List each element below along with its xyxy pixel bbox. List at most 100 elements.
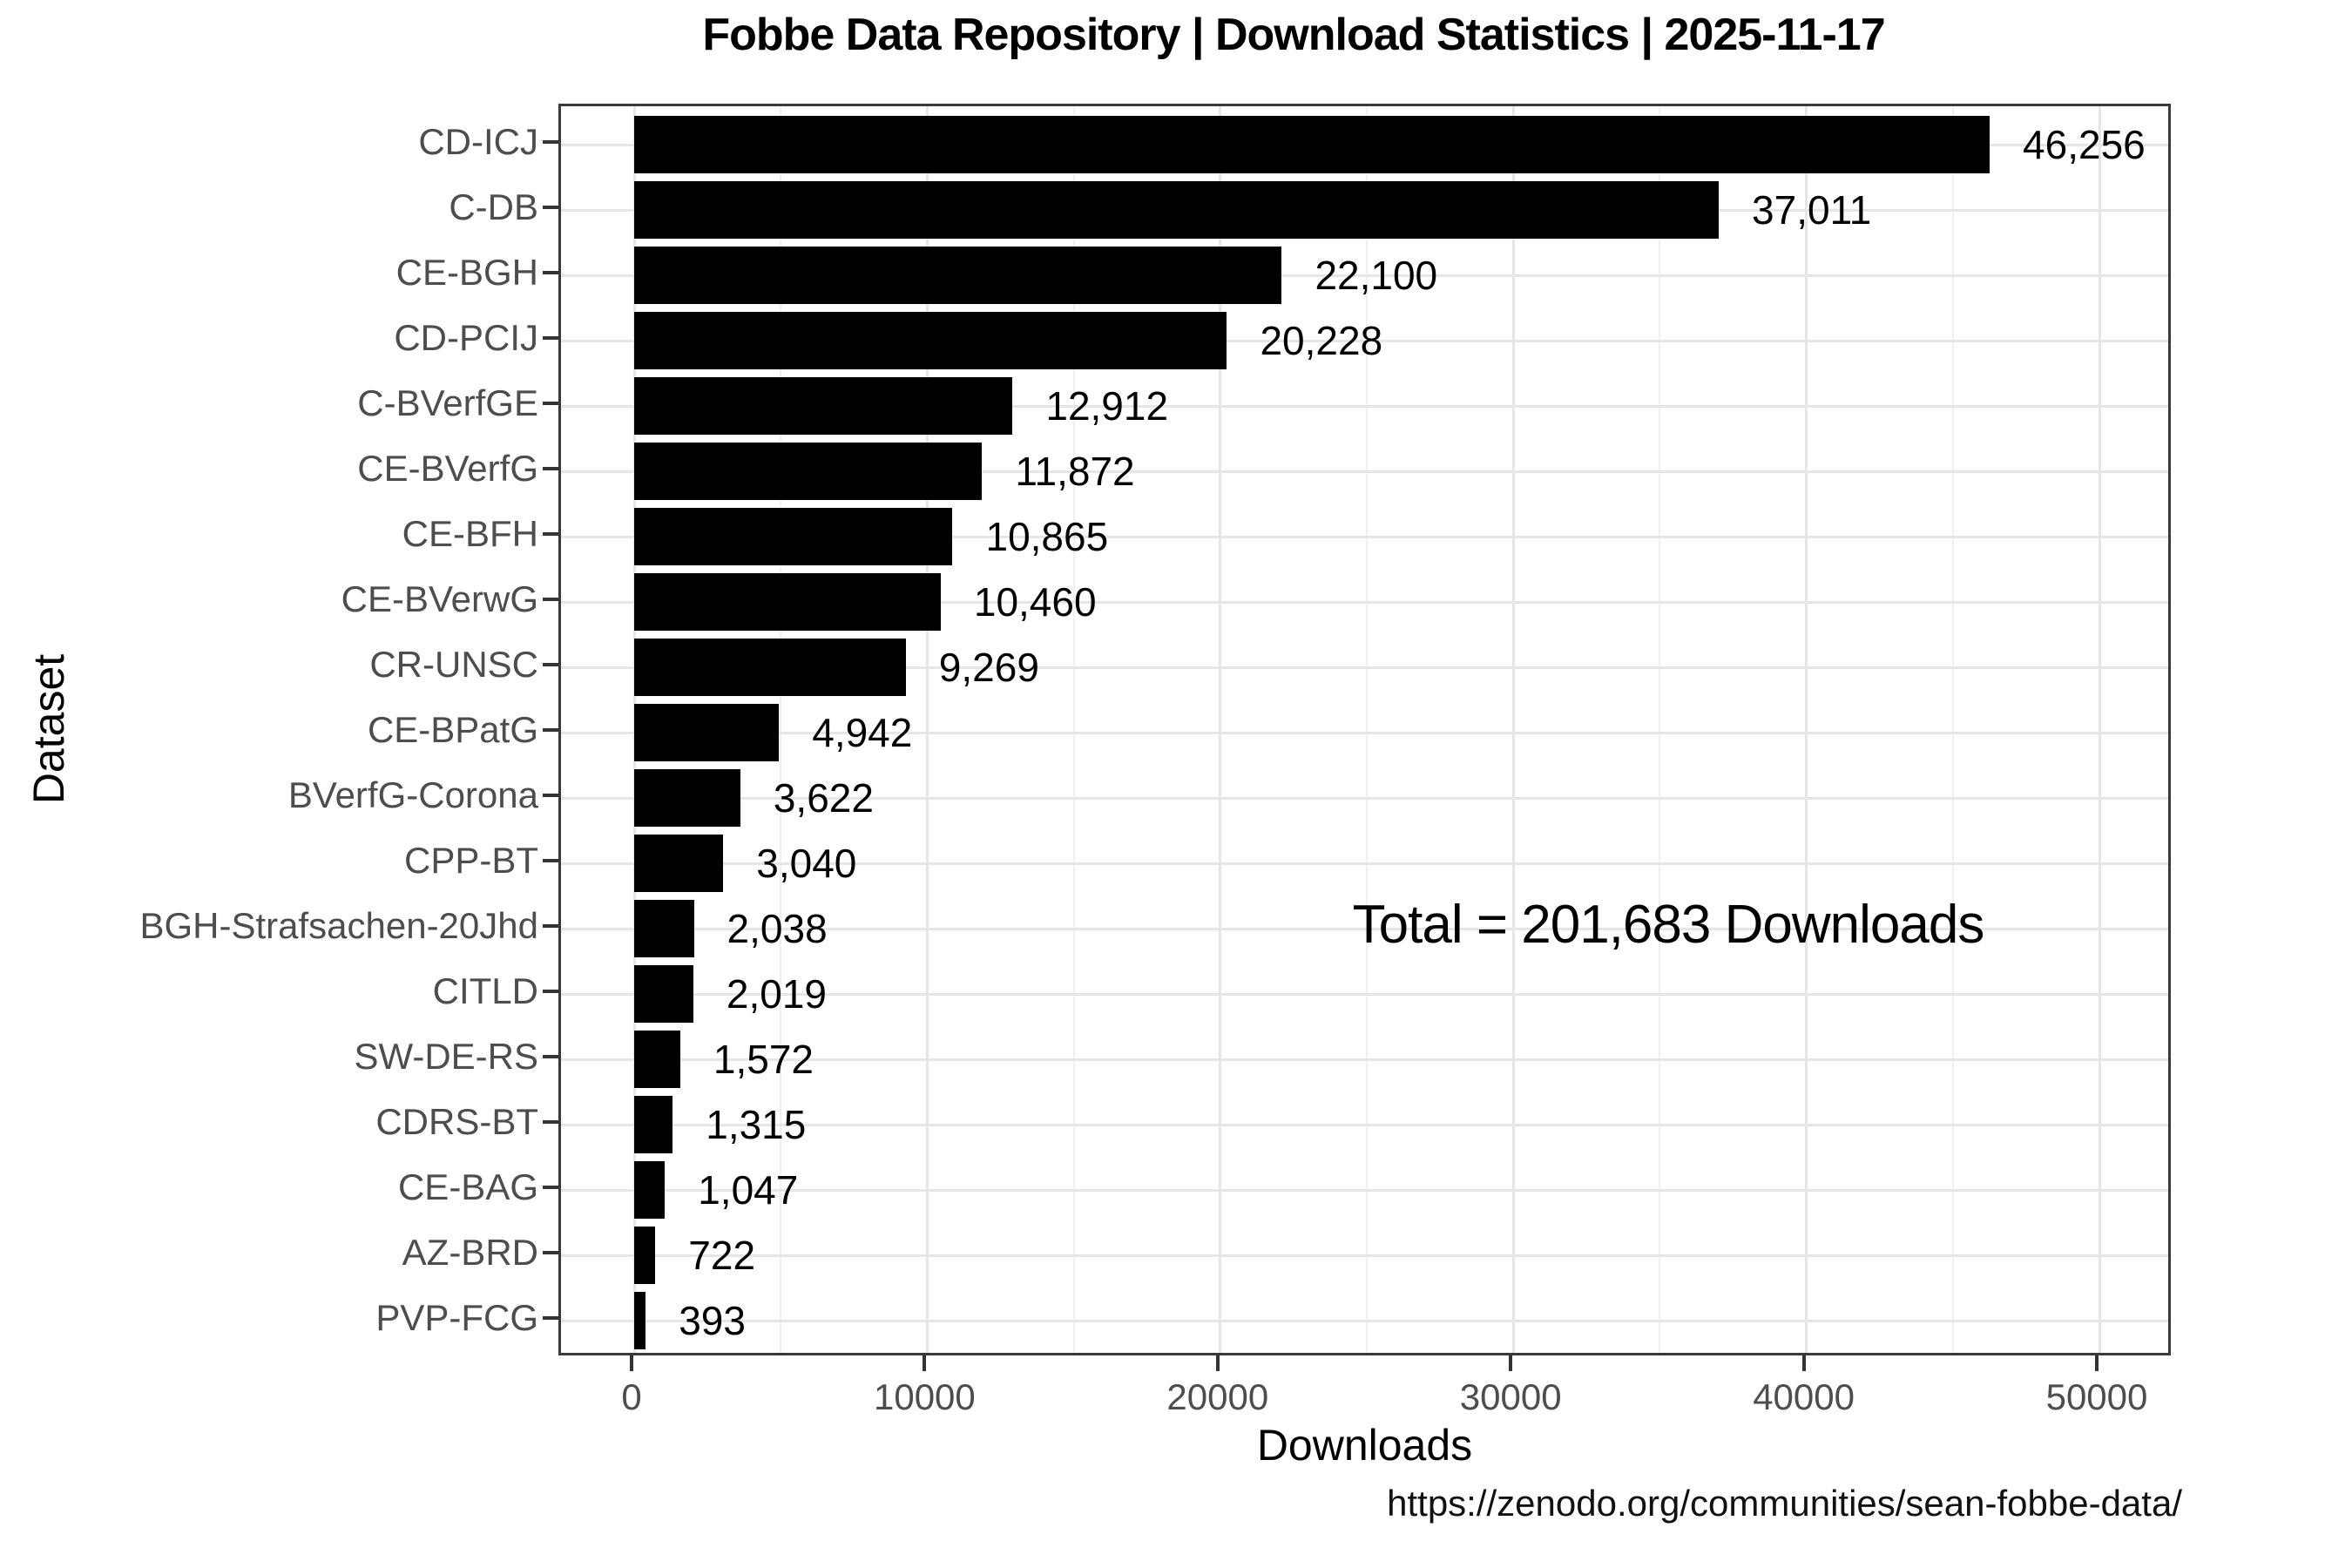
- y-axis-tick: [543, 1251, 558, 1254]
- y-tick-label: CE-BFH: [402, 513, 538, 554]
- bar-value-label: 1,572: [713, 1037, 814, 1082]
- x-tick-label: 50000: [2045, 1376, 2148, 1417]
- bar: [634, 835, 724, 892]
- y-tick-label: CDRS-BT: [375, 1101, 538, 1142]
- bar: [634, 704, 780, 761]
- y-major-gridline: [561, 470, 2168, 473]
- caption-url: https://zenodo.org/communities/sean-fobb…: [1387, 1483, 2182, 1524]
- y-major-gridline: [561, 339, 2168, 342]
- y-major-gridline: [561, 1254, 2168, 1257]
- bar-value-label: 12,912: [1045, 383, 1169, 429]
- x-minor-gridline: [1951, 106, 1954, 1353]
- bar: [634, 377, 1013, 435]
- x-minor-gridline: [1072, 106, 1075, 1353]
- bar-value-label: 20,228: [1260, 318, 1383, 363]
- y-axis-tick: [543, 140, 558, 144]
- y-axis-tick: [543, 1055, 558, 1058]
- y-tick-label: C-BVerfGE: [357, 382, 538, 423]
- y-axis-tick: [543, 1120, 558, 1124]
- bar-value-label: 4,942: [812, 710, 913, 755]
- bar: [634, 1227, 656, 1284]
- x-axis-tick: [2095, 1355, 2099, 1371]
- y-tick-label: C-DB: [449, 186, 538, 227]
- y-tick-label: AZ-BRD: [402, 1232, 538, 1273]
- y-tick-label: CE-BGH: [395, 252, 538, 293]
- y-axis-tick: [543, 532, 558, 536]
- plot-panel: 46,256 37,011 22,100 20,228 12,912 11,872 10,8…: [558, 104, 2171, 1355]
- x-minor-gridline: [780, 106, 782, 1353]
- y-tick-label: SW-DE-RS: [354, 1036, 538, 1077]
- y-axis-tick: [543, 663, 558, 666]
- y-major-gridline: [561, 731, 2168, 734]
- y-tick-label: CD-PCIJ: [394, 317, 538, 358]
- bar-value-label: 2,038: [727, 906, 828, 951]
- bar: [634, 965, 693, 1023]
- total-annotation: Total = 201,683 Downloads: [1352, 895, 1985, 955]
- bar: [634, 1096, 673, 1153]
- y-major-gridline: [561, 535, 2168, 538]
- x-tick-label: 20000: [1166, 1376, 1269, 1417]
- x-tick-label: 40000: [1753, 1376, 1855, 1417]
- y-major-gridline: [561, 274, 2168, 277]
- bar: [634, 116, 1990, 173]
- bar: [634, 1292, 646, 1349]
- y-axis-tick: [543, 402, 558, 405]
- x-tick-label: 10000: [873, 1376, 976, 1417]
- bar-value-label: 1,047: [698, 1167, 799, 1213]
- bar-value-label: 722: [688, 1233, 756, 1278]
- bar: [634, 639, 906, 696]
- x-tick-label: 0: [621, 1376, 642, 1417]
- bar: [634, 247, 1282, 304]
- y-axis-tick: [543, 467, 558, 470]
- bar-value-label: 10,460: [973, 579, 1097, 625]
- x-tick-label: 30000: [1459, 1376, 1562, 1417]
- bar-value-label: 1,315: [706, 1102, 807, 1147]
- x-axis-tick: [1215, 1355, 1220, 1371]
- y-major-gridline: [561, 666, 2168, 669]
- bar-value-label: 22,100: [1315, 253, 1438, 298]
- y-axis-title: Dataset: [24, 653, 73, 805]
- bar-value-label: 3,040: [756, 841, 857, 886]
- bar-value-label: 10,865: [985, 514, 1109, 559]
- y-axis-tick: [543, 990, 558, 993]
- y-axis-tick: [543, 859, 558, 862]
- y-axis-tick: [543, 924, 558, 928]
- y-axis-tick: [543, 206, 558, 209]
- bar: [634, 1161, 666, 1219]
- bar-value-label: 393: [679, 1298, 746, 1343]
- x-axis-tick: [923, 1355, 927, 1371]
- bar: [634, 573, 941, 631]
- bar: [634, 181, 1720, 239]
- y-tick-label: CR-UNSC: [369, 644, 538, 685]
- x-axis-tick: [1801, 1355, 1806, 1371]
- y-tick-label: BVerfG-Corona: [287, 774, 538, 815]
- bar: [634, 1031, 680, 1088]
- x-major-gridline: [1805, 106, 1808, 1353]
- bar-value-label: 9,269: [938, 645, 1039, 690]
- y-tick-label: BGH-Strafsachen-20Jhd: [139, 905, 538, 946]
- x-axis-title: Downloads: [1256, 1421, 1473, 1470]
- chart-title: Fobbe Data Repository | Download Statist…: [702, 10, 1885, 60]
- bar-value-label: 11,872: [1015, 449, 1135, 494]
- bar: [634, 769, 740, 827]
- x-axis-tick: [630, 1355, 633, 1371]
- y-tick-label: CE-BPatG: [367, 709, 538, 750]
- y-tick-label: CPP-BT: [403, 840, 538, 881]
- y-axis-tick: [543, 728, 558, 732]
- y-axis-tick: [543, 794, 558, 797]
- y-tick-label: PVP-FCG: [375, 1297, 538, 1338]
- bar: [634, 900, 694, 957]
- x-minor-gridline: [1366, 106, 1368, 1353]
- y-axis-tick: [543, 1316, 558, 1320]
- bar-value-label: 2,019: [726, 971, 828, 1017]
- y-major-gridline: [561, 1058, 2168, 1061]
- bar-value-label: 3,622: [773, 775, 874, 821]
- x-major-gridline: [2098, 106, 2101, 1353]
- bar: [634, 312, 1227, 369]
- y-major-gridline: [561, 796, 2168, 800]
- x-major-gridline: [1219, 106, 1222, 1353]
- y-tick-label: CD-ICJ: [418, 121, 538, 162]
- x-axis-tick: [1509, 1355, 1513, 1371]
- y-major-gridline: [561, 992, 2168, 996]
